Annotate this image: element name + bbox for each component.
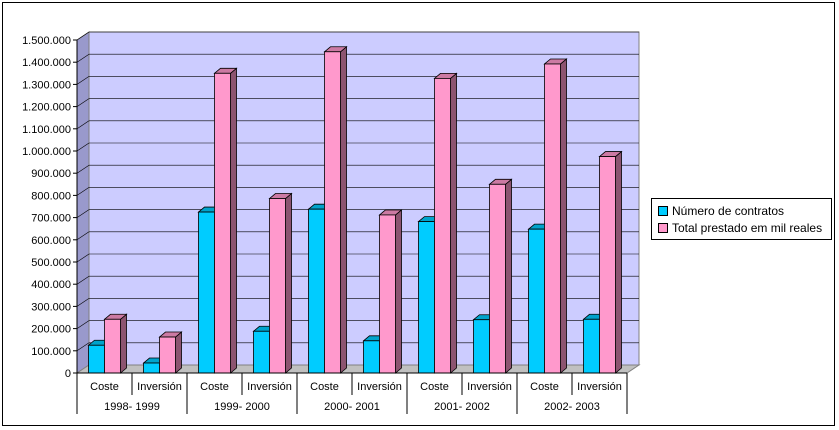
gridline-side	[76, 98, 90, 107]
gridline-side	[76, 164, 90, 174]
x-group-label: 2002- 2003	[544, 401, 600, 413]
chart-frame: 0 100.000 200.000 300.000 400.000 500.000 600.…	[2, 2, 835, 426]
bar-total-prestado	[214, 72, 231, 374]
gridline-side	[76, 53, 90, 63]
y-tick-label: 1.200.000	[22, 102, 71, 114]
bar-contratos	[143, 362, 160, 374]
y-tick-label: 400.000	[31, 279, 71, 291]
bar-total-prestado-side	[230, 67, 237, 374]
legend-label-total-prestado: Total prestado em mil reales	[672, 221, 823, 235]
y-tick-label: 200.000	[31, 324, 71, 336]
gridline-side	[76, 187, 90, 196]
bar-contratos	[583, 318, 600, 374]
y-tick-label: 0	[65, 368, 71, 380]
gridline-side	[76, 342, 90, 352]
bar-contratos	[363, 340, 380, 374]
x-category-label: Coste	[420, 381, 449, 393]
x-group-label: 2000- 2001	[324, 401, 380, 413]
bar-total-prestado	[159, 336, 176, 374]
bar-total-prestado	[489, 183, 506, 374]
x-category-label: Coste	[90, 381, 119, 393]
gridline-side	[76, 120, 90, 130]
bar-total-prestado-side	[175, 331, 182, 374]
x-group-label: 2001- 2002	[434, 401, 490, 413]
legend-item-total-prestado: Total prestado em mil reales	[658, 220, 822, 236]
bar-total-prestado-side	[120, 313, 127, 374]
gridline-side	[76, 298, 90, 307]
bar-contratos	[88, 344, 105, 374]
y-tick-label: 1.400.000	[22, 57, 71, 69]
y-tick-label: 700.000	[31, 213, 71, 225]
y-tick-label: 1.000.000	[22, 146, 71, 158]
bar-total-prestado-side	[285, 192, 292, 374]
bar-total-prestado-side	[560, 58, 567, 374]
bar-total-prestado-side	[505, 178, 512, 374]
y-tick-label: 1.100.000	[22, 124, 71, 136]
bar-contratos	[308, 208, 325, 374]
bar-total-prestado	[379, 214, 396, 374]
bar-total-prestado	[599, 156, 616, 374]
legend: Número de contratos Total prestado em mi…	[651, 198, 832, 240]
bar-contratos	[473, 319, 490, 374]
bar-total-prestado	[269, 198, 286, 374]
x-group-label: 1999- 2000	[214, 401, 270, 413]
x-category-label: Inversión	[137, 381, 182, 393]
x-category-label: Coste	[310, 381, 339, 393]
gridline-side	[76, 253, 90, 263]
x-category-label: Inversión	[577, 381, 622, 393]
gridline-side	[76, 142, 90, 152]
gridline-side	[76, 31, 90, 41]
gridline-side	[76, 209, 90, 218]
gridline-side	[76, 275, 90, 285]
gridline-side	[76, 231, 90, 241]
bar-total-prestado	[434, 78, 451, 374]
bar-total-prestado	[324, 51, 341, 374]
legend-label-contratos: Número de contratos	[672, 204, 785, 218]
x-category-label: Inversión	[357, 381, 402, 393]
bar-total-prestado-side	[450, 72, 457, 374]
x-category-label: Inversión	[467, 381, 512, 393]
bar-chart: 0 100.000 200.000 300.000 400.000 500.000 600.…	[22, 31, 641, 414]
bar-contratos	[418, 221, 435, 374]
x-category-label: Coste	[530, 381, 559, 393]
legend-swatch-total-prestado	[658, 223, 668, 233]
x-category-label: Coste	[200, 381, 229, 393]
y-tick-label: 1.300.000	[22, 79, 71, 91]
y-tick-label: 800.000	[31, 190, 71, 202]
bar-total-prestado-side	[340, 45, 347, 374]
gridline-side	[76, 76, 90, 85]
y-tick-label: 600.000	[31, 235, 71, 247]
y-tick-label: 1.500.000	[22, 35, 71, 47]
y-tick-label: 300.000	[31, 301, 71, 313]
bar-total-prestado	[544, 63, 561, 374]
x-group-label: 1998- 1999	[104, 401, 160, 413]
legend-swatch-contratos	[658, 206, 668, 216]
bar-total-prestado-side	[615, 150, 622, 374]
y-tick-label: 100.000	[31, 346, 71, 358]
bar-total-prestado	[104, 318, 121, 374]
bar-contratos	[253, 330, 270, 374]
bar-contratos	[198, 211, 215, 374]
gridline-side	[76, 320, 90, 329]
y-tick-label: 900.000	[31, 168, 71, 180]
legend-item-contratos: Número de contratos	[658, 203, 784, 219]
bar-contratos	[528, 228, 545, 374]
x-category-label: Inversión	[247, 381, 292, 393]
bar-total-prestado-side	[395, 209, 402, 374]
y-tick-label: 500.000	[31, 257, 71, 269]
